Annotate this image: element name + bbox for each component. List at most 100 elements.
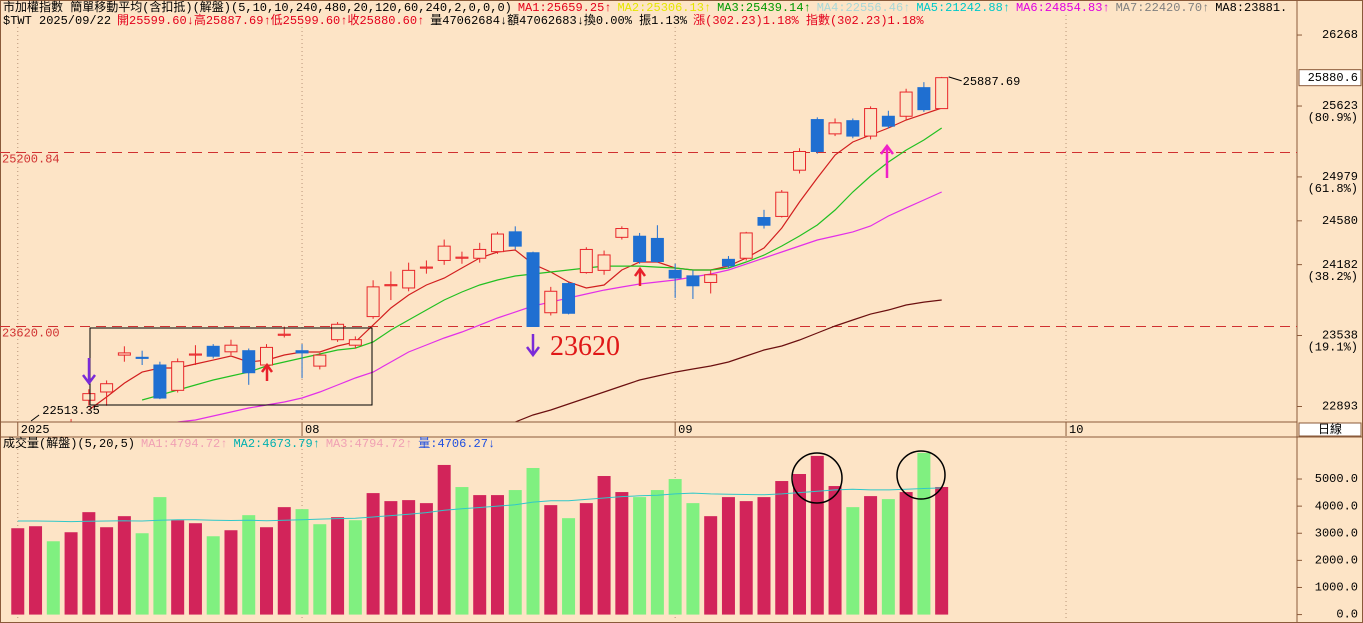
volume-bar bbox=[739, 501, 753, 615]
candle-body bbox=[100, 383, 114, 393]
reference-label: 25200.84 bbox=[2, 153, 60, 167]
highlight-circle bbox=[896, 450, 946, 500]
volume-bar bbox=[828, 486, 842, 615]
volume-bar bbox=[526, 467, 540, 615]
candle-body bbox=[313, 354, 327, 367]
axes: 2025 08 09 10 22893 23538 24182 24580 24979 25623… bbox=[0, 28, 1362, 622]
header-part: 量47062684↓額47062683↓換0.00% 振1.13% bbox=[430, 13, 688, 28]
header-part: MA2:4673.79↑ bbox=[233, 437, 319, 451]
volume-bar bbox=[277, 507, 291, 615]
y-tick-label: 23538 bbox=[1322, 329, 1358, 343]
volume-bar bbox=[29, 526, 43, 615]
volume-bar bbox=[171, 520, 185, 615]
volume-bar bbox=[562, 518, 576, 615]
volume-bar bbox=[704, 516, 718, 615]
volume-bar bbox=[633, 497, 647, 615]
volume-bar bbox=[775, 481, 789, 615]
arrow-up bbox=[633, 266, 647, 286]
y-tick-label: 1000.0 bbox=[1315, 581, 1358, 595]
volume-bar bbox=[899, 492, 913, 615]
candle-body bbox=[686, 275, 700, 287]
volume-bar bbox=[721, 497, 735, 615]
volume-bar bbox=[490, 495, 504, 615]
candle-body bbox=[597, 254, 611, 271]
header-part: MA3:25439.14↑ bbox=[717, 1, 811, 15]
high-label: 25887.69 bbox=[963, 75, 1021, 89]
volume-bar bbox=[686, 503, 700, 615]
candle-body bbox=[437, 245, 451, 261]
volume-bar bbox=[331, 517, 345, 615]
volume-bar bbox=[46, 541, 60, 615]
header-part: MA2:25306.13↑ bbox=[617, 1, 711, 15]
last-price-box bbox=[1298, 69, 1362, 87]
candle-body bbox=[153, 364, 167, 399]
candle-body bbox=[668, 269, 682, 279]
header-text: 市加權指數 簡單移動平均(含扣抵)(解盤)(5,10,10,240,480,20… bbox=[3, 0, 1287, 15]
ma-line bbox=[141, 127, 943, 401]
y-tick-label: 25623 bbox=[1322, 99, 1358, 113]
volume-bar bbox=[917, 452, 931, 615]
candle-body bbox=[135, 356, 149, 359]
y-tick-label: 22893 bbox=[1322, 400, 1358, 414]
last-price: 25880.6 bbox=[1308, 71, 1358, 85]
high-leader bbox=[948, 76, 962, 82]
candle-body bbox=[473, 248, 487, 259]
volume-bar bbox=[100, 527, 114, 615]
candle-body bbox=[455, 256, 469, 259]
y-tick-label: 24580 bbox=[1322, 214, 1358, 228]
fib-label: (61.8%) bbox=[1308, 182, 1358, 196]
volume-bar bbox=[135, 533, 149, 615]
annotations-layer bbox=[82, 143, 946, 504]
volume-bar bbox=[64, 532, 78, 615]
candle-body bbox=[579, 248, 593, 274]
header-part: 市加權指數 簡單移動平均(含扣抵)(解盤)(5,10,10,240,480,20… bbox=[3, 0, 512, 15]
ma-line bbox=[514, 299, 942, 422]
candle-body bbox=[935, 77, 949, 110]
candle-body bbox=[384, 284, 398, 287]
arrow-down bbox=[82, 358, 96, 386]
header: 市加權指數 簡單移動平均(含扣抵)(解盤)(5,10,10,240,480,20… bbox=[3, 0, 1287, 28]
volume-bar bbox=[793, 474, 807, 615]
candle-body bbox=[242, 350, 256, 374]
volume-bar bbox=[615, 492, 629, 615]
candle-body bbox=[490, 233, 504, 253]
y-tick-label: 24979 bbox=[1322, 170, 1358, 184]
volume-bar bbox=[384, 501, 398, 615]
volume-bar bbox=[508, 490, 522, 615]
volume-bar bbox=[579, 503, 593, 615]
volume-bar bbox=[455, 487, 469, 615]
header-part: MA1:25659.25↑ bbox=[518, 1, 612, 15]
candle-body bbox=[419, 266, 433, 269]
candle-body bbox=[757, 217, 771, 226]
volume-bar bbox=[313, 524, 327, 615]
header-part: MA1:4794.72↑ bbox=[141, 437, 227, 451]
header-part: MA7:22420.70↑ bbox=[1116, 1, 1210, 15]
highlight-circle bbox=[791, 452, 843, 504]
candle-body bbox=[348, 339, 362, 346]
volume-bar bbox=[348, 520, 362, 615]
volume-bar bbox=[597, 476, 611, 615]
candle-body bbox=[277, 333, 291, 336]
candle-body bbox=[721, 258, 735, 267]
candle-body bbox=[828, 122, 842, 135]
candle-body bbox=[864, 108, 878, 137]
candle-body bbox=[188, 353, 202, 356]
period-label: 日線 bbox=[1318, 421, 1342, 437]
volume-bar bbox=[437, 464, 451, 615]
volume-bar bbox=[11, 528, 25, 615]
x-tick-label: 2025 bbox=[21, 423, 50, 437]
volume-bar bbox=[188, 523, 202, 615]
x-tick-label: 09 bbox=[678, 423, 692, 437]
volume-bar bbox=[881, 499, 895, 615]
ma-line bbox=[177, 191, 942, 422]
header-part: MA8:23881. bbox=[1215, 1, 1287, 15]
volume-bar bbox=[260, 527, 274, 615]
fib-label: (19.1%) bbox=[1308, 341, 1358, 355]
candle-body bbox=[704, 274, 718, 283]
candle-body bbox=[562, 283, 576, 314]
low-leader bbox=[30, 414, 40, 422]
candle-body bbox=[739, 232, 753, 259]
volume-panel bbox=[11, 452, 949, 615]
header-part: 成交量(解盤)(5,20,5) bbox=[3, 435, 135, 451]
candle-body bbox=[331, 323, 345, 341]
